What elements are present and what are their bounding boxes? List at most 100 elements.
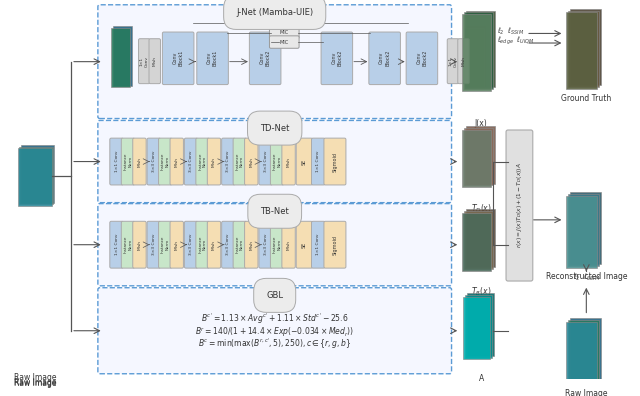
FancyBboxPatch shape [324, 138, 346, 185]
FancyBboxPatch shape [467, 293, 493, 356]
FancyBboxPatch shape [462, 130, 491, 187]
Text: Mish: Mish [175, 156, 179, 167]
Text: Mish: Mish [212, 156, 216, 167]
FancyBboxPatch shape [566, 322, 597, 389]
Text: $T_D(x)$: $T_D(x)$ [471, 203, 492, 215]
FancyBboxPatch shape [465, 28, 484, 87]
Text: Instance
Norm: Instance Norm [198, 153, 207, 170]
FancyBboxPatch shape [465, 295, 492, 358]
FancyBboxPatch shape [221, 138, 235, 185]
FancyBboxPatch shape [207, 221, 221, 268]
FancyBboxPatch shape [462, 14, 491, 91]
Text: $T_B(x)$: $T_B(x)$ [471, 286, 492, 298]
Text: Conv
Block2: Conv Block2 [332, 50, 342, 67]
FancyBboxPatch shape [458, 39, 469, 84]
FancyBboxPatch shape [149, 39, 161, 84]
Text: 3×3 Conv: 3×3 Conv [227, 151, 230, 172]
Text: Instance
Norm: Instance Norm [273, 153, 282, 170]
FancyBboxPatch shape [321, 32, 353, 85]
FancyBboxPatch shape [570, 318, 601, 385]
FancyBboxPatch shape [466, 126, 495, 183]
FancyBboxPatch shape [19, 147, 53, 204]
FancyBboxPatch shape [159, 138, 172, 185]
Text: Sigmoid: Sigmoid [332, 235, 337, 255]
Text: Conv
Block2: Conv Block2 [417, 50, 428, 67]
FancyBboxPatch shape [163, 32, 194, 85]
Text: $r(x) = J(x)T_D(x) + (1 - T_D(x))A$: $r(x) = J(x)T_D(x) + (1 - T_D(x))A$ [515, 163, 524, 248]
Text: Raw Image: Raw Image [13, 373, 56, 382]
Text: Mish: Mish [250, 156, 253, 167]
FancyBboxPatch shape [296, 138, 312, 185]
FancyBboxPatch shape [184, 221, 198, 268]
Text: Sigmoid: Sigmoid [332, 152, 337, 171]
Text: TD-Net: TD-Net [260, 124, 289, 133]
FancyBboxPatch shape [466, 209, 495, 267]
FancyBboxPatch shape [568, 11, 599, 87]
Text: 1×1 Conv: 1×1 Conv [316, 234, 320, 255]
FancyBboxPatch shape [221, 221, 235, 268]
FancyBboxPatch shape [259, 138, 272, 185]
FancyBboxPatch shape [132, 138, 146, 185]
FancyBboxPatch shape [312, 138, 325, 185]
FancyBboxPatch shape [269, 36, 299, 48]
FancyBboxPatch shape [506, 130, 532, 281]
Text: Raw Image: Raw Image [13, 377, 56, 386]
FancyBboxPatch shape [122, 138, 134, 185]
FancyBboxPatch shape [110, 138, 124, 185]
Text: MIC: MIC [280, 40, 289, 45]
FancyBboxPatch shape [282, 138, 295, 185]
Text: Instance
Norm: Instance Norm [198, 236, 207, 253]
Text: 3×3 Conv: 3×3 Conv [264, 234, 268, 255]
FancyBboxPatch shape [269, 26, 299, 39]
Text: $\ell_2$  $\ell_{SSIM}$: $\ell_2$ $\ell_{SSIM}$ [497, 26, 525, 37]
FancyBboxPatch shape [271, 138, 284, 185]
FancyBboxPatch shape [197, 32, 228, 85]
FancyBboxPatch shape [244, 221, 258, 268]
FancyBboxPatch shape [132, 221, 146, 268]
FancyBboxPatch shape [296, 221, 312, 268]
Text: J(x): J(x) [475, 118, 488, 128]
Text: 3×3 Conv: 3×3 Conv [152, 234, 156, 255]
FancyBboxPatch shape [462, 213, 491, 270]
Text: Mish: Mish [153, 56, 157, 66]
Text: Conv
Block2: Conv Block2 [380, 50, 390, 67]
Text: 3×3 Conv: 3×3 Conv [189, 234, 193, 255]
Text: Mish: Mish [138, 240, 141, 250]
Text: 1×1 Conv: 1×1 Conv [115, 151, 118, 172]
Text: J-Net (Mamba-UIE): J-Net (Mamba-UIE) [236, 8, 313, 17]
FancyBboxPatch shape [464, 211, 493, 268]
Text: $\ell_2$  $\ell_{SSIM}$: $\ell_2$ $\ell_{SSIM}$ [573, 272, 600, 283]
Text: TB-Net: TB-Net [260, 207, 289, 216]
Text: Instance
Norm: Instance Norm [273, 236, 282, 253]
Text: Mish: Mish [287, 156, 291, 167]
FancyBboxPatch shape [111, 28, 131, 87]
FancyBboxPatch shape [566, 196, 597, 268]
Text: $\ell_{edge}$  $\ell_{UIQM}$: $\ell_{edge}$ $\ell_{UIQM}$ [497, 35, 535, 48]
FancyBboxPatch shape [447, 39, 459, 84]
Text: Instance
Norm: Instance Norm [236, 153, 244, 170]
Text: 3×3 Conv: 3×3 Conv [227, 234, 230, 255]
Text: Mish: Mish [461, 56, 465, 66]
FancyBboxPatch shape [138, 39, 150, 84]
FancyBboxPatch shape [312, 221, 325, 268]
Text: Ground Truth: Ground Truth [561, 94, 611, 103]
FancyBboxPatch shape [98, 288, 452, 374]
Text: Raw Image: Raw Image [565, 389, 607, 396]
Text: Mish: Mish [212, 240, 216, 250]
FancyBboxPatch shape [233, 221, 246, 268]
FancyBboxPatch shape [570, 192, 601, 264]
FancyBboxPatch shape [464, 12, 493, 89]
Text: 1×1 Conv: 1×1 Conv [316, 151, 320, 172]
FancyBboxPatch shape [196, 221, 209, 268]
FancyBboxPatch shape [21, 145, 54, 203]
FancyBboxPatch shape [282, 221, 295, 268]
FancyBboxPatch shape [147, 138, 161, 185]
FancyBboxPatch shape [369, 32, 401, 85]
FancyBboxPatch shape [18, 148, 51, 206]
Text: 1×1
Conv: 1×1 Conv [449, 56, 458, 67]
Text: Instance
Norm: Instance Norm [236, 236, 244, 253]
FancyBboxPatch shape [184, 138, 198, 185]
FancyBboxPatch shape [159, 221, 172, 268]
Text: $B^{c^{\prime}} = 1.13 \times Avg^{c^{\prime}} + 1.11 \times Std^{c^{\prime}} - : $B^{c^{\prime}} = 1.13 \times Avg^{c^{\p… [201, 312, 348, 326]
Text: Mish: Mish [250, 240, 253, 250]
